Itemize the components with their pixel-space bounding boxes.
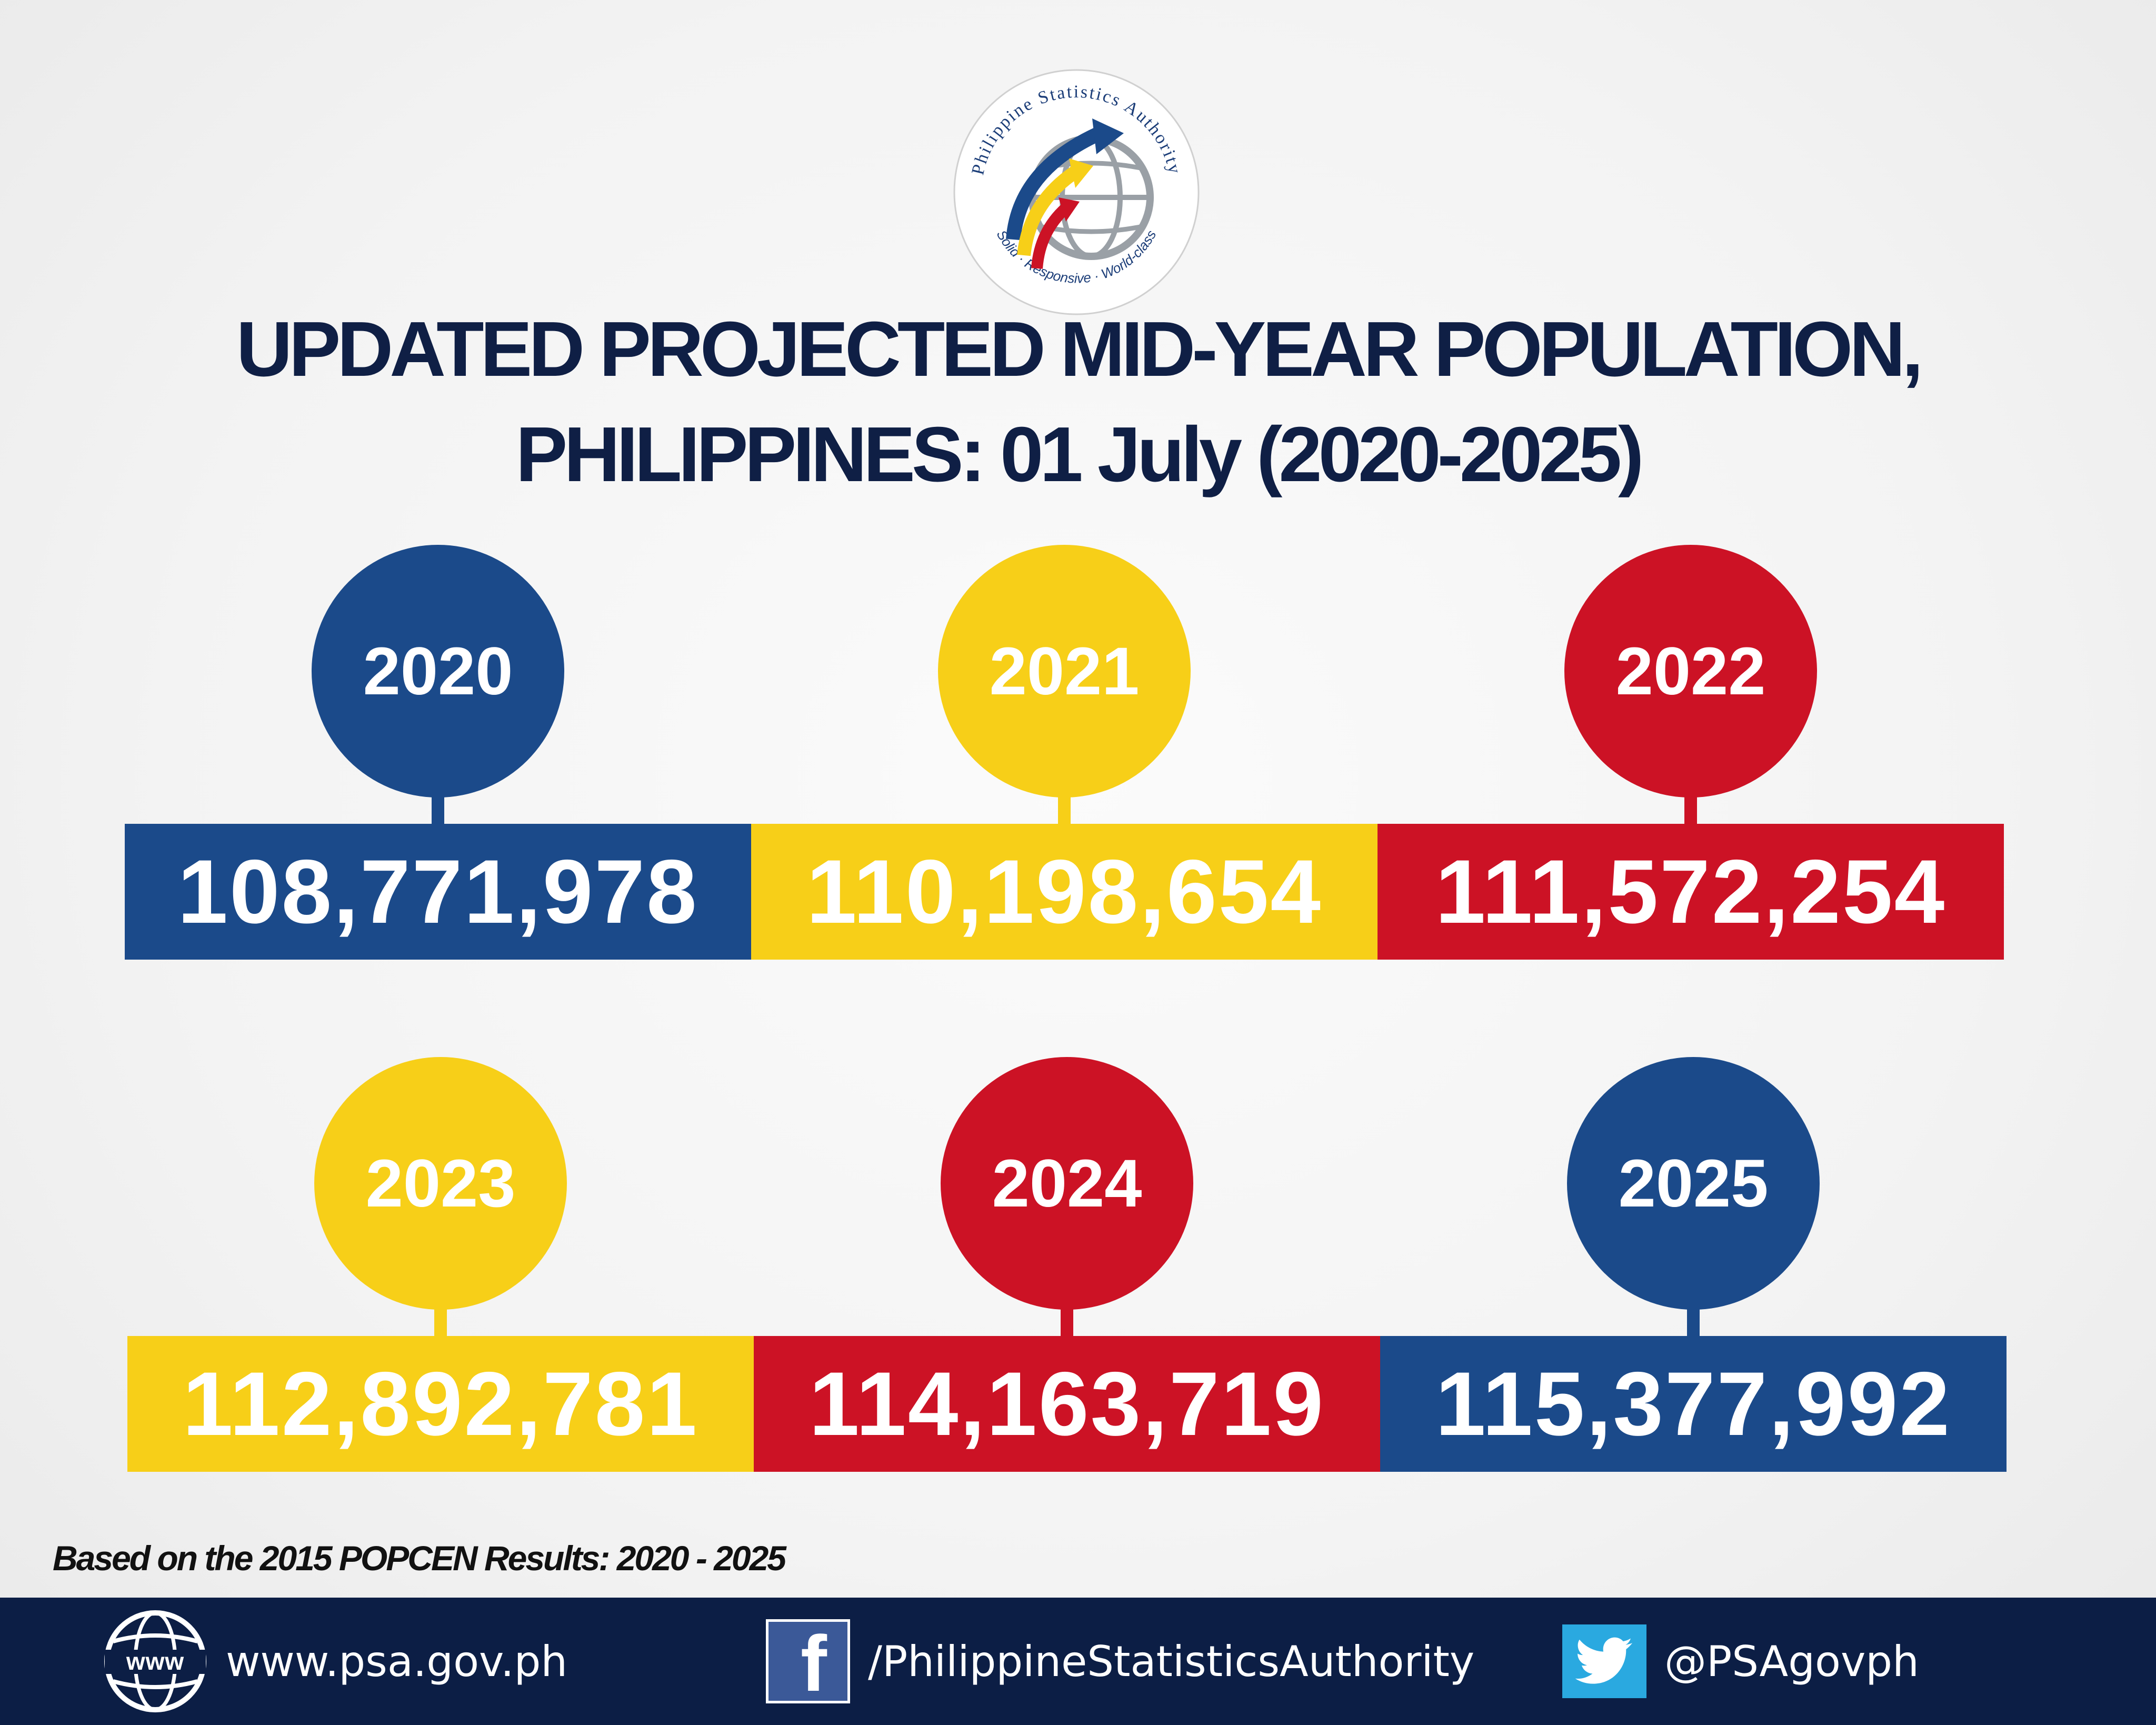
year-bubble: 2023 — [314, 1057, 567, 1310]
year-bubble: 2020 — [312, 545, 564, 797]
svg-text:www: www — [126, 1648, 184, 1675]
www-globe-icon: www — [104, 1610, 206, 1712]
population-value: 115,377,992 — [1380, 1336, 2007, 1472]
population-value: 112,892,781 — [127, 1336, 754, 1472]
psa-logo: Philippine Statistics Authority Solid · … — [953, 69, 1200, 315]
population-value: 108,771,978 — [125, 824, 751, 960]
population-value: 114,163,719 — [754, 1336, 1380, 1472]
footer-bar: www www.psa.gov.ph f /PhilippineStatisti… — [0, 1598, 2156, 1725]
facebook-icon: f — [766, 1619, 850, 1703]
year-bubble: 2022 — [1564, 545, 1817, 797]
population-value: 111,572,254 — [1378, 824, 2004, 960]
page-title-line-2: PHILIPPINES: 01 July (2020-2025) — [515, 411, 1644, 498]
population-card-2025: 2025 115,377,992 — [1380, 1057, 2007, 1472]
year-bubble: 2025 — [1567, 1057, 1820, 1310]
population-card-2020: 2020 108,771,978 — [125, 545, 751, 960]
footer-website[interactable]: www www.psa.gov.ph — [103, 1598, 567, 1725]
page-title-line-1: UPDATED PROJECTED MID-YEAR POPULATION, — [236, 306, 1924, 393]
year-bubble: 2021 — [938, 545, 1191, 797]
population-card-2022: 2022 111,572,254 — [1378, 545, 2004, 960]
psa-globe-arrows-icon — [1006, 118, 1154, 269]
source-footnote: Based on the 2015 POPCEN Results: 2020 -… — [53, 1539, 786, 1578]
twitter-icon — [1562, 1624, 1646, 1698]
population-value: 110,198,654 — [751, 824, 1378, 960]
footer-twitter[interactable]: @PSAgovph — [1562, 1598, 1919, 1725]
population-card-2024: 2024 114,163,719 — [754, 1057, 1380, 1472]
year-bubble: 2024 — [941, 1057, 1193, 1310]
footer-facebook[interactable]: f /PhilippineStatisticsAuthority — [766, 1598, 1474, 1725]
population-card-2021: 2021 110,198,654 — [751, 545, 1378, 960]
website-link[interactable]: www.psa.gov.ph — [226, 1637, 568, 1686]
twitter-handle[interactable]: @PSAgovph — [1664, 1637, 1919, 1686]
facebook-link[interactable]: /PhilippineStatisticsAuthority — [868, 1637, 1475, 1686]
population-card-2023: 2023 112,892,781 — [127, 1057, 754, 1472]
